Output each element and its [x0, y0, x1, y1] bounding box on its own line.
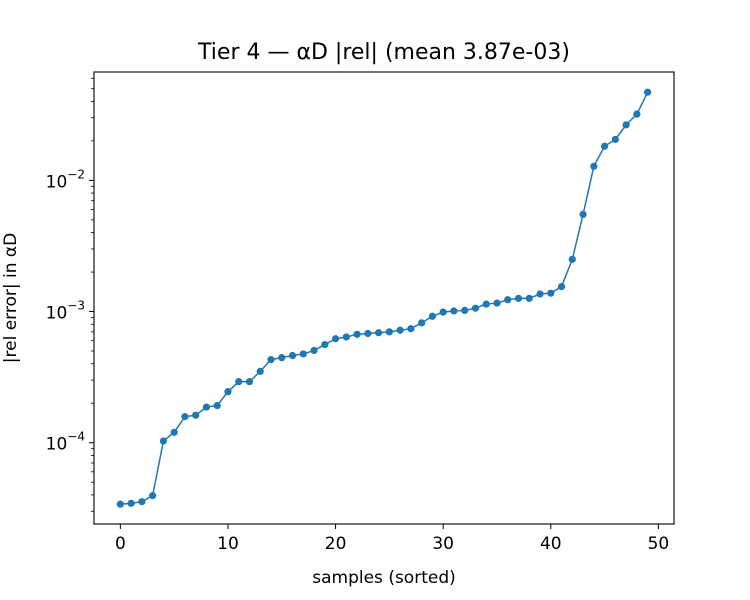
data-point: [245, 378, 254, 386]
data-point: [385, 328, 393, 336]
data-point: [622, 121, 630, 129]
y-tick-label: 10−4: [46, 430, 85, 455]
data-point: [428, 312, 437, 320]
data-point: [310, 346, 318, 355]
data-point: [353, 330, 361, 338]
data-point: [644, 88, 652, 96]
x-axis-label: samples (sorted): [312, 568, 456, 588]
data-point: [181, 413, 189, 421]
x-tick-label: 20: [325, 534, 347, 554]
x-axis: 0 10 20 30 40 50: [115, 524, 669, 554]
data-point: [159, 437, 168, 445]
data-point: [170, 428, 178, 436]
data-point: [116, 500, 124, 508]
x-tick-label: 50: [648, 534, 670, 554]
data-point: [536, 290, 544, 298]
data-point: [288, 351, 297, 360]
data-point: [407, 325, 415, 333]
data-point: [590, 162, 598, 170]
chart-title: Tier 4 — αD |rel| (mean 3.87e-03): [197, 40, 570, 65]
data-point: [213, 401, 221, 410]
data-point: [321, 340, 329, 349]
x-tick-label: 0: [115, 534, 126, 554]
data-point: [331, 335, 340, 343]
data-point: [450, 307, 458, 315]
data-point: [579, 210, 587, 219]
data-point: [149, 492, 157, 500]
data-point: [611, 135, 619, 144]
data-point: [600, 142, 609, 150]
plot-frame: [93, 71, 675, 525]
data-point: [471, 304, 480, 312]
data-point: [482, 300, 490, 308]
data-point: [547, 289, 555, 297]
x-tick-label: 30: [432, 534, 454, 554]
data-point: [278, 354, 286, 362]
data-point: [342, 333, 350, 341]
data-point: [493, 299, 501, 307]
data-point: [256, 367, 264, 375]
data-point: [633, 110, 641, 118]
data-point: [235, 378, 243, 386]
data-point: [364, 329, 372, 338]
y-tick-label: 10−3: [46, 299, 85, 324]
x-tick-label: 40: [540, 534, 562, 554]
y-axis: 10−4 10−3 10−2: [46, 77, 94, 512]
data-point: [514, 294, 523, 302]
data-point: [299, 350, 307, 358]
plot-area: [116, 88, 652, 508]
data-point: [557, 282, 566, 291]
data-point: [192, 411, 200, 419]
data-point: [396, 326, 404, 334]
y-tick-label: 10−2: [46, 167, 85, 192]
data-point: [375, 329, 383, 337]
x-tick-label: 10: [217, 534, 239, 554]
series-line: [120, 91, 649, 505]
data-point: [267, 356, 275, 364]
data-point: [504, 296, 512, 304]
data-point: [439, 308, 447, 316]
data-point: [568, 255, 576, 263]
data-point: [418, 319, 426, 327]
data-point: [202, 403, 211, 411]
data-point: [224, 388, 232, 396]
data-point: [525, 294, 533, 302]
data-point: [461, 306, 469, 314]
data-point: [138, 498, 146, 506]
y-axis-label: |rel error| in αD: [1, 233, 21, 363]
data-point: [127, 499, 135, 507]
